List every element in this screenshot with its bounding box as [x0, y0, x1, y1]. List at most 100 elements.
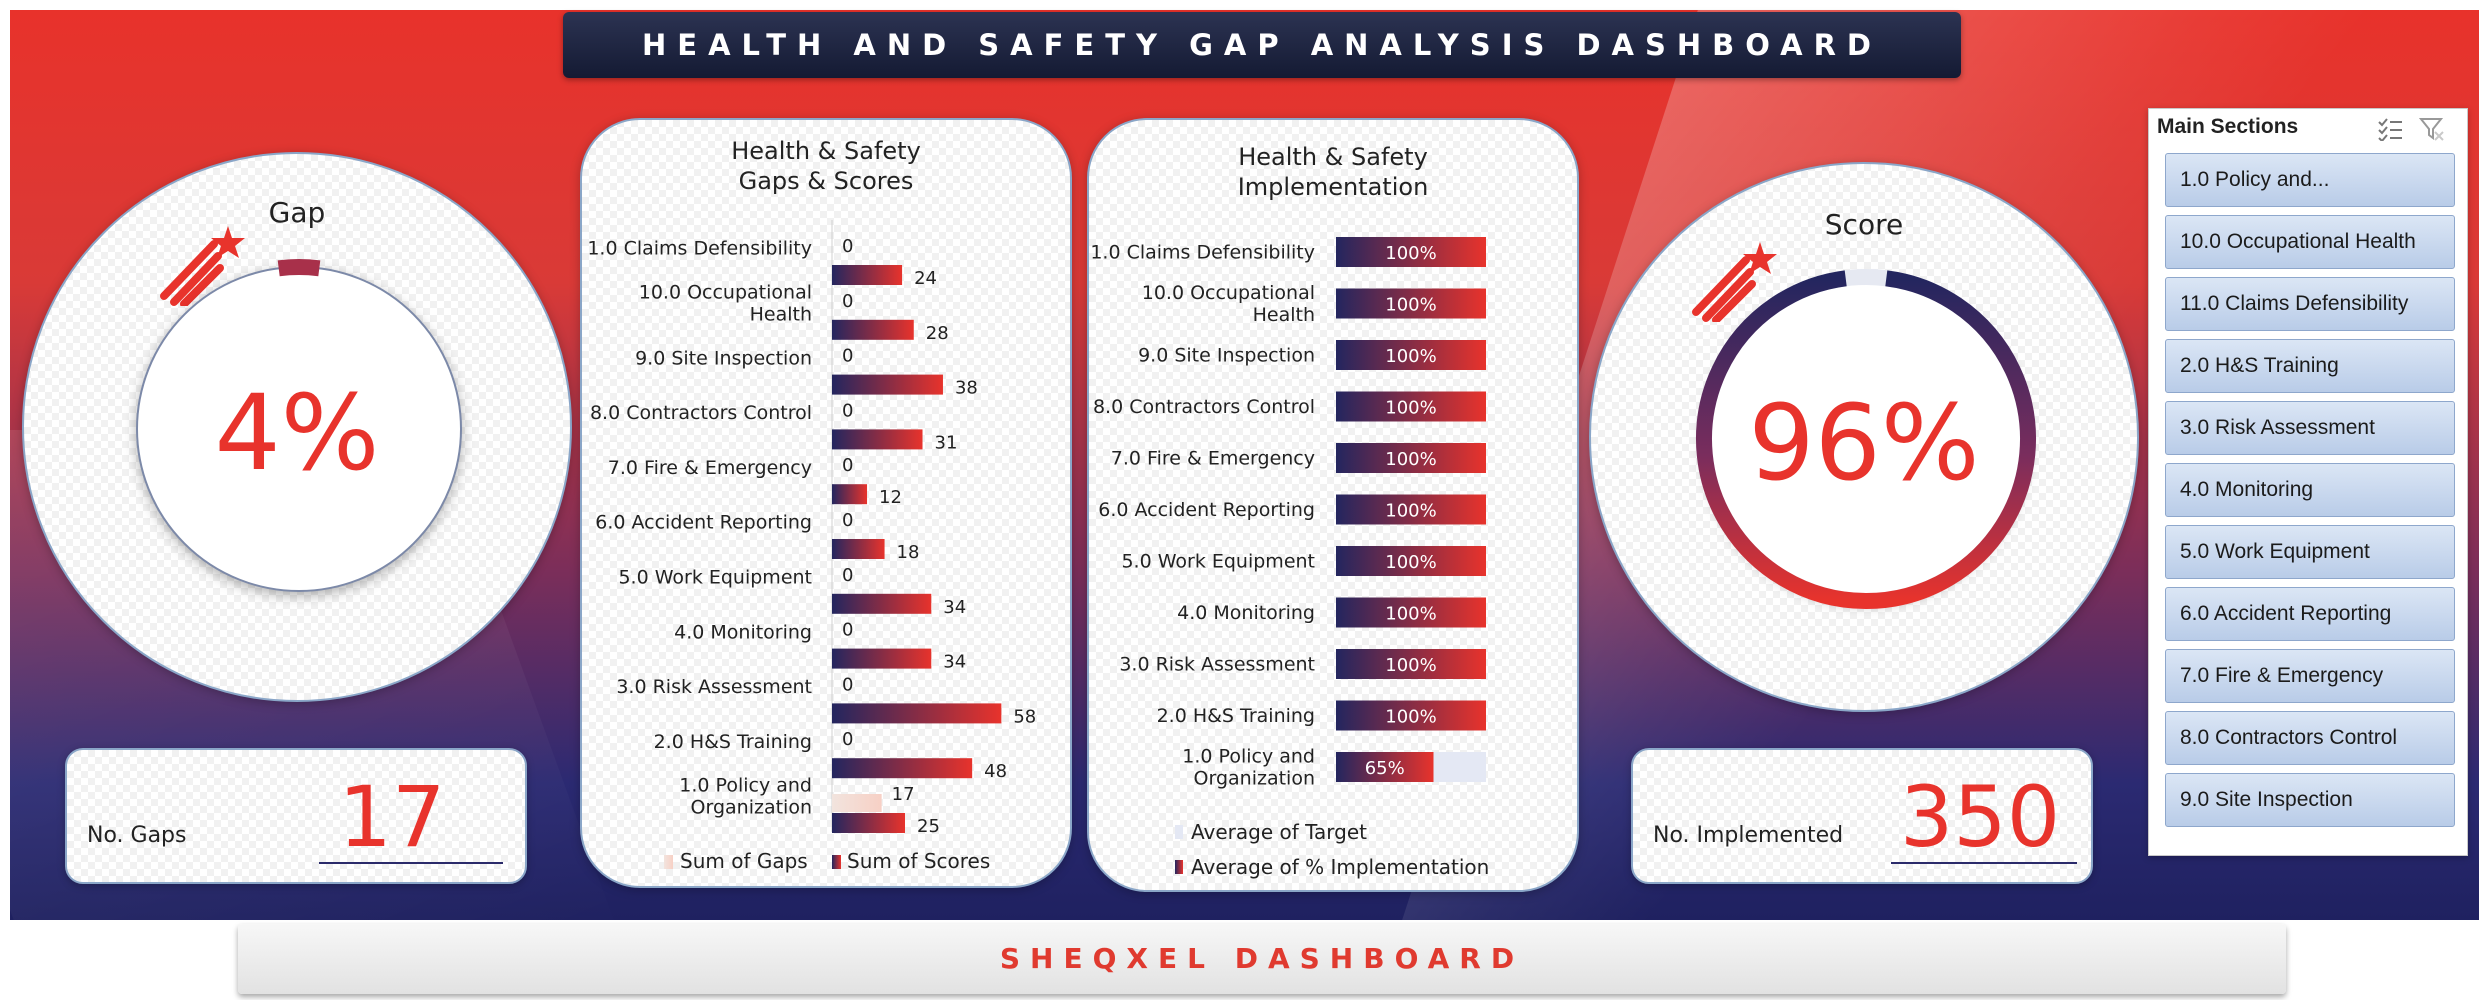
score-bar: [832, 648, 932, 669]
category-label: 7.0 Fire & Emergency: [608, 457, 812, 479]
gap-data-label: 0: [842, 729, 853, 750]
implementation-chart-panel: Health & Safety Implementation 1.0 Claim…: [1087, 118, 1579, 892]
gap-data-label: 0: [842, 510, 853, 531]
slicer-item[interactable]: 5.0 Work Equipment: [2165, 525, 2455, 579]
score-bar: [832, 539, 885, 559]
gap-data-label: 0: [842, 346, 853, 367]
implementation-chart-title: Health & Safety Implementation: [1089, 142, 1577, 202]
gap-data-label: 0: [842, 236, 853, 257]
implementation-data-label: 100%: [1385, 552, 1436, 573]
implementation-data-label: 100%: [1385, 243, 1436, 264]
gap-data-label: 0: [842, 565, 853, 586]
score-data-label: 38: [955, 378, 978, 399]
gap-gauge-arc: [277, 259, 321, 277]
score-bar: [832, 593, 932, 614]
chart-title-line: Health & Safety: [731, 137, 921, 165]
category-label: 10.0 Occupational: [1142, 282, 1315, 304]
score-percentage: 96%: [1748, 382, 1980, 504]
category-label: 8.0 Contractors Control: [590, 402, 812, 424]
implementation-data-label: 100%: [1385, 449, 1436, 470]
category-label: 10.0 Occupational: [639, 281, 812, 303]
gap-data-label: 0: [842, 400, 853, 421]
slicer-item[interactable]: 10.0 Occupational Health: [2165, 215, 2455, 269]
slicer-item[interactable]: 9.0 Site Inspection: [2165, 773, 2455, 827]
category-label: 3.0 Risk Assessment: [1119, 654, 1315, 676]
implementation-bar: [1336, 649, 1486, 679]
score-data-label: 31: [935, 432, 958, 453]
score-data-label: 48: [984, 761, 1007, 782]
implementation-data-label: 100%: [1385, 346, 1436, 367]
dashboard-title: HEALTH AND SAFETY GAP ANALYSIS DASHBOARD: [563, 12, 1961, 78]
implementation-bar: [1336, 288, 1486, 319]
implementation-bar: [1336, 340, 1486, 370]
category-label: 3.0 Risk Assessment: [616, 676, 812, 698]
slicer-item[interactable]: 8.0 Contractors Control: [2165, 711, 2455, 765]
clear-filter-icon[interactable]: [2419, 117, 2445, 141]
slicer-item[interactable]: 4.0 Monitoring: [2165, 463, 2455, 517]
multi-select-icon[interactable]: [2377, 117, 2403, 141]
score-data-label: 12: [879, 487, 902, 508]
implementation-data-label: 100%: [1385, 295, 1436, 316]
slicer-item[interactable]: 3.0 Risk Assessment: [2165, 401, 2455, 455]
slicer-item[interactable]: 6.0 Accident Reporting: [2165, 587, 2455, 641]
chart-title-line: Health & Safety: [1238, 143, 1428, 171]
main-sections-slicer: Main Sections 1.0 Policy and... 10.0 Occu…: [2148, 108, 2468, 856]
category-label: 8.0 Contractors Control: [1093, 396, 1315, 418]
implementation-bar: [1336, 700, 1486, 731]
gaps-scores-chart: 1.0 Claims Defensibility 0 24 10.0 Occupati…: [587, 220, 1036, 873]
implementation-data-label: 65%: [1365, 758, 1405, 779]
chart-title-line: Gaps & Scores: [738, 167, 914, 195]
implementation-bar: [1336, 494, 1486, 525]
kpi-implemented-underline: [1891, 862, 2077, 864]
kpi-implemented-label: No. Implemented: [1653, 823, 1844, 848]
category-label: Health: [750, 303, 812, 325]
score-bar: [832, 703, 1002, 724]
category-label: 1.0 Claims Defensibility: [1090, 242, 1315, 264]
gap-data-label: 0: [842, 291, 853, 312]
implementation-chart: 1.0 Claims Defensibility 100% 10.0 Occupat…: [1090, 237, 1489, 879]
slicer-item[interactable]: 11.0 Claims Defensibility: [2165, 277, 2455, 331]
gap-gauge-ring: [136, 259, 462, 592]
gap-data-label: 0: [842, 620, 853, 641]
category-label: 1.0 Policy and: [1182, 746, 1315, 768]
chart-title-line: Implementation: [1237, 173, 1429, 201]
slicer-item[interactable]: 1.0 Policy and...: [2165, 153, 2455, 207]
legend-label-target: Average of Target: [1191, 820, 1367, 844]
legend-swatch-implementation: [1175, 860, 1183, 874]
implementation-bar: [1336, 237, 1486, 267]
kpi-implemented-value: 350: [1899, 768, 2061, 866]
implementation-bar: [1336, 391, 1486, 422]
implementation-bar: [1336, 752, 1434, 782]
score-bar: [832, 429, 923, 450]
category-label: 5.0 Work Equipment: [1121, 551, 1315, 573]
category-label: 6.0 Accident Reporting: [1098, 499, 1315, 521]
kpi-gaps-underline: [319, 862, 503, 864]
implementation-data-label: 100%: [1385, 604, 1436, 625]
kpi-gaps-label: No. Gaps: [87, 823, 187, 848]
score-gauge-title: Score: [1824, 208, 1904, 241]
gap-percentage: 4%: [214, 372, 380, 494]
gaps-scores-chart-title: Health & Safety Gaps & Scores: [582, 136, 1070, 196]
gap-data-label: 0: [842, 674, 853, 695]
implementation-data-label: 100%: [1385, 707, 1436, 728]
category-label: 9.0 Site Inspection: [635, 347, 812, 369]
category-label: 7.0 Fire & Emergency: [1111, 448, 1315, 470]
score-data-label: 25: [917, 816, 940, 837]
gap-gauge-panel: Gap 4%: [22, 152, 572, 702]
kpi-gaps-card: No. Gaps 17: [65, 748, 527, 884]
category-label: 4.0 Monitoring: [674, 621, 812, 643]
score-data-label: 24: [914, 268, 937, 289]
category-label: 9.0 Site Inspection: [1138, 345, 1315, 367]
kpi-implemented-card: No. Implemented 350: [1631, 748, 2093, 884]
kpi-gaps-value: 17: [338, 768, 446, 866]
category-label: 1.0 Claims Defensibility: [587, 238, 812, 260]
category-label: Health: [1253, 304, 1315, 326]
legend-label-gaps: Sum of Gaps: [680, 849, 808, 873]
gap-gauge-title: Gap: [268, 196, 326, 229]
implementation-data-label: 100%: [1385, 655, 1436, 676]
slicer-item[interactable]: 2.0 H&S Training: [2165, 339, 2455, 393]
score-bar: [832, 813, 905, 833]
implementation-bar: [1336, 597, 1486, 628]
slicer-item[interactable]: 7.0 Fire & Emergency: [2165, 649, 2455, 703]
gap-bar: [832, 794, 882, 812]
